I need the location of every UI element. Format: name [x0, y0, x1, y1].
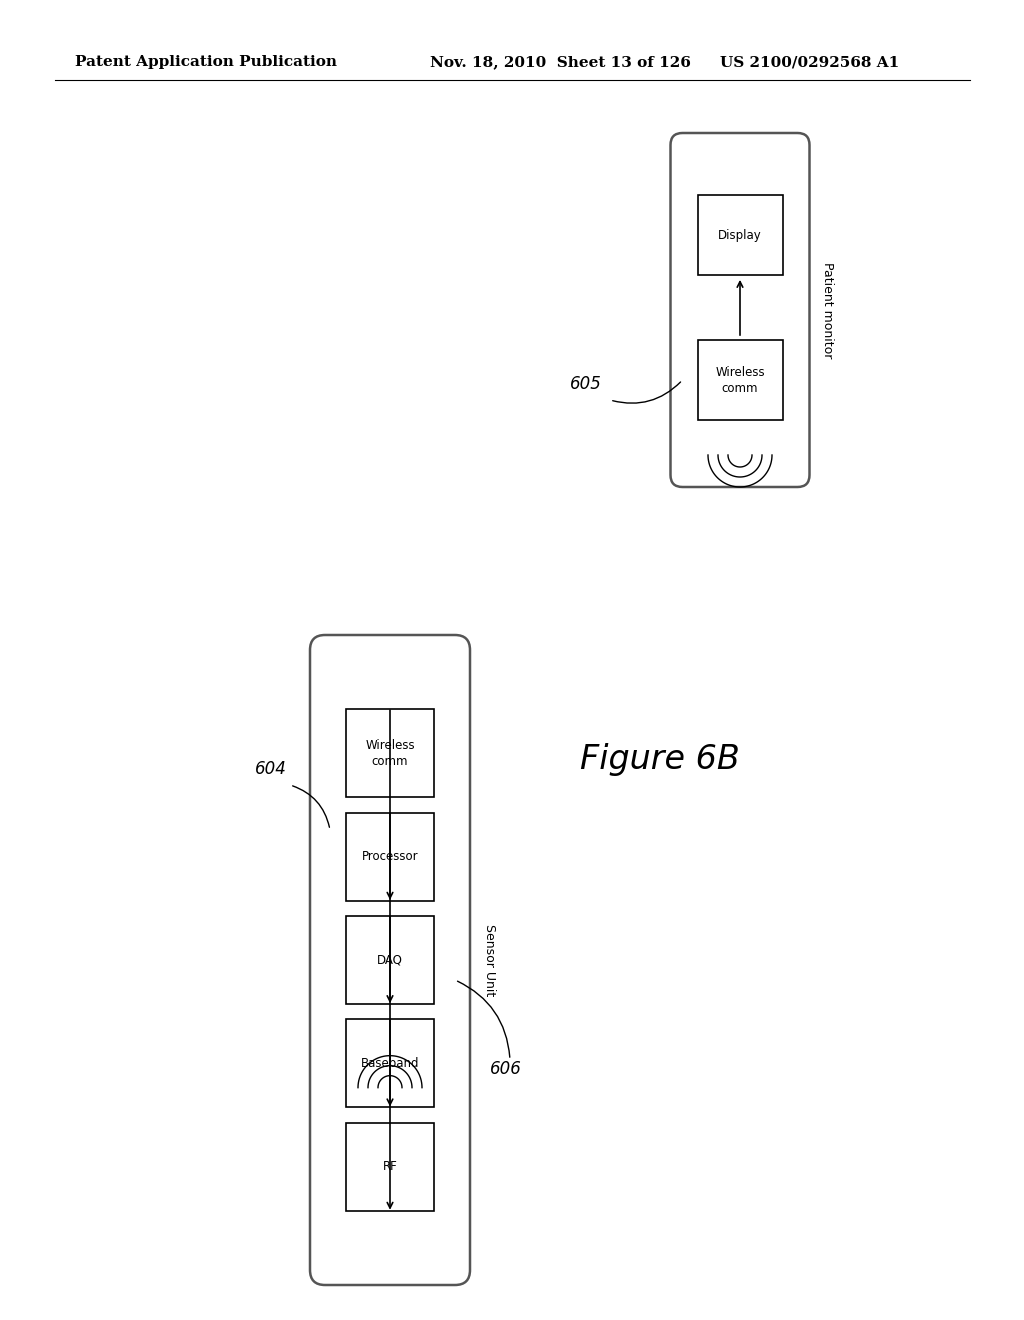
Bar — [697, 341, 782, 420]
Text: Wireless
comm: Wireless comm — [715, 366, 765, 395]
FancyBboxPatch shape — [310, 635, 470, 1284]
Text: 605: 605 — [570, 375, 602, 393]
Bar — [346, 1019, 434, 1107]
Bar — [346, 709, 434, 797]
Text: Processor: Processor — [361, 850, 419, 863]
Text: 606: 606 — [490, 1060, 522, 1078]
Text: DAQ: DAQ — [377, 953, 402, 966]
Text: RF: RF — [383, 1160, 397, 1173]
Text: Patent Application Publication: Patent Application Publication — [75, 55, 337, 69]
Text: Patient monitor: Patient monitor — [821, 261, 834, 358]
Text: Sensor Unit: Sensor Unit — [483, 924, 497, 997]
Text: Baseband: Baseband — [360, 1057, 419, 1069]
Text: Wireless
comm: Wireless comm — [366, 739, 415, 768]
Text: Nov. 18, 2010  Sheet 13 of 126: Nov. 18, 2010 Sheet 13 of 126 — [430, 55, 691, 69]
Text: Figure 6B: Figure 6B — [580, 743, 739, 776]
Bar — [346, 916, 434, 1005]
Text: 604: 604 — [255, 760, 287, 777]
FancyBboxPatch shape — [671, 133, 810, 487]
Bar — [346, 1123, 434, 1210]
Bar — [697, 195, 782, 275]
Text: US 2100/0292568 A1: US 2100/0292568 A1 — [720, 55, 899, 69]
Text: Display: Display — [718, 228, 762, 242]
Bar — [346, 813, 434, 900]
